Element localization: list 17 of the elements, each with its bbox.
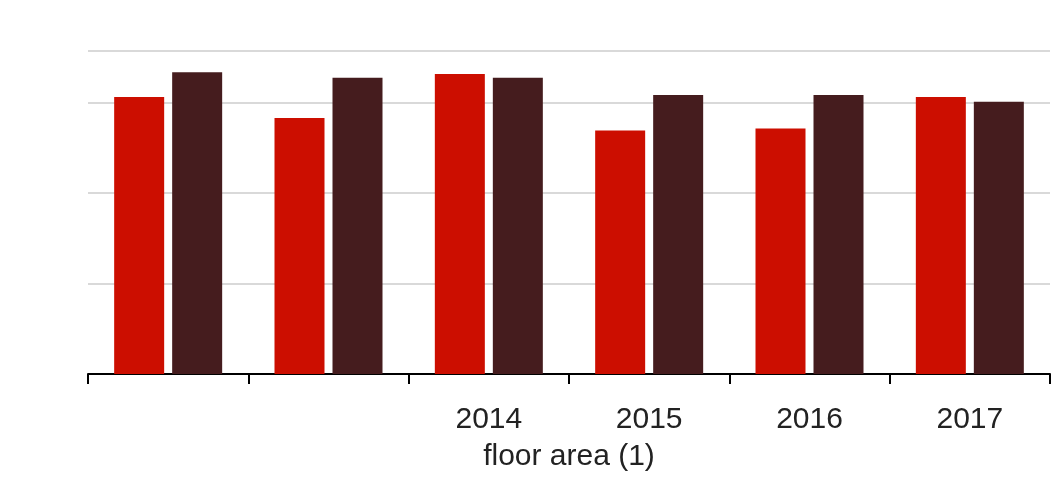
bar bbox=[813, 95, 864, 374]
bar bbox=[755, 128, 806, 374]
bar bbox=[434, 73, 485, 374]
bar bbox=[492, 77, 543, 374]
bar bbox=[172, 72, 223, 374]
bar bbox=[274, 118, 325, 374]
bar bbox=[114, 96, 165, 374]
x-tick-label: 2016 bbox=[776, 400, 843, 434]
bar bbox=[595, 130, 646, 374]
x-tick-label: 2017 bbox=[936, 400, 1004, 434]
x-axis-title: floor area (1) bbox=[483, 437, 655, 471]
x-tick-label: 2015 bbox=[615, 400, 683, 434]
bar bbox=[915, 96, 966, 374]
bar bbox=[332, 77, 383, 374]
bar bbox=[653, 95, 704, 374]
bar bbox=[973, 101, 1024, 374]
x-tick-label: 2014 bbox=[455, 400, 523, 434]
